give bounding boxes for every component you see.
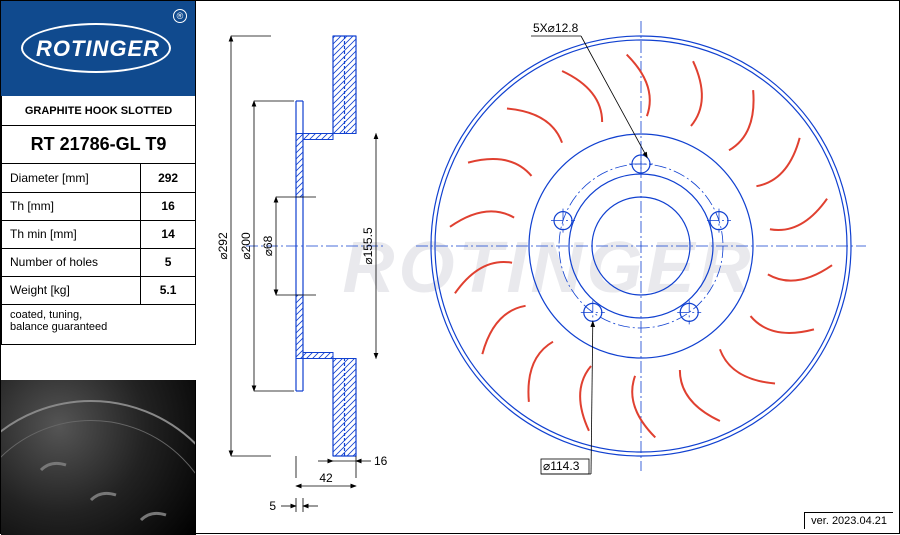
svg-text:⌀155.5: ⌀155.5	[361, 227, 375, 265]
spec-label: Diameter [mm]	[2, 164, 141, 192]
svg-text:⌀68: ⌀68	[261, 235, 275, 256]
table-row: Th min [mm]14	[2, 220, 196, 248]
table-row: Th [mm]16	[2, 192, 196, 220]
spec-label: Number of holes	[2, 248, 141, 276]
table-row: Diameter [mm]292	[2, 164, 196, 192]
drawing-area: ROTINGER ⌀292⌀200⌀68⌀155.5542165X⌀12.8⌀1…	[196, 1, 900, 535]
svg-text:⌀292: ⌀292	[216, 232, 230, 260]
registered-icon: ®	[173, 9, 187, 23]
spec-value: 5	[141, 248, 196, 276]
product-subtitle: GRAPHITE HOOK SLOTTED	[1, 96, 196, 126]
spec-value: 5.1	[141, 276, 196, 304]
table-row: Number of holes5	[2, 248, 196, 276]
spec-label: Th min [mm]	[2, 220, 141, 248]
svg-text:5X⌀12.8: 5X⌀12.8	[533, 21, 579, 35]
product-photo	[1, 380, 196, 535]
svg-text:⌀114.3: ⌀114.3	[543, 459, 580, 473]
table-row: Weight [kg]5.1	[2, 276, 196, 304]
spec-label: Weight [kg]	[2, 276, 141, 304]
logo-ellipse	[21, 23, 171, 73]
spec-value: 16	[141, 192, 196, 220]
product-notes: coated, tuning, balance guaranteed	[1, 305, 196, 345]
svg-text:42: 42	[319, 471, 333, 485]
spec-value: 14	[141, 220, 196, 248]
spec-table: Diameter [mm]292 Th [mm]16 Th min [mm]14…	[1, 164, 196, 305]
svg-text:⌀200: ⌀200	[239, 232, 253, 260]
spec-panel: ROTINGER ® GRAPHITE HOOK SLOTTED RT 2178…	[1, 1, 196, 535]
technical-drawing: ⌀292 ⌀200 ⌀68 ⌀155.5 5 42 16 5X⌀12.8 ⌀114.3	[196, 1, 900, 535]
spec-label: Th [mm]	[2, 192, 141, 220]
brand-logo: ROTINGER ®	[1, 1, 196, 96]
spec-value: 292	[141, 164, 196, 192]
svg-text:16: 16	[374, 454, 388, 468]
part-number: RT 21786-GL T9	[1, 126, 196, 164]
svg-text:5: 5	[269, 499, 276, 513]
